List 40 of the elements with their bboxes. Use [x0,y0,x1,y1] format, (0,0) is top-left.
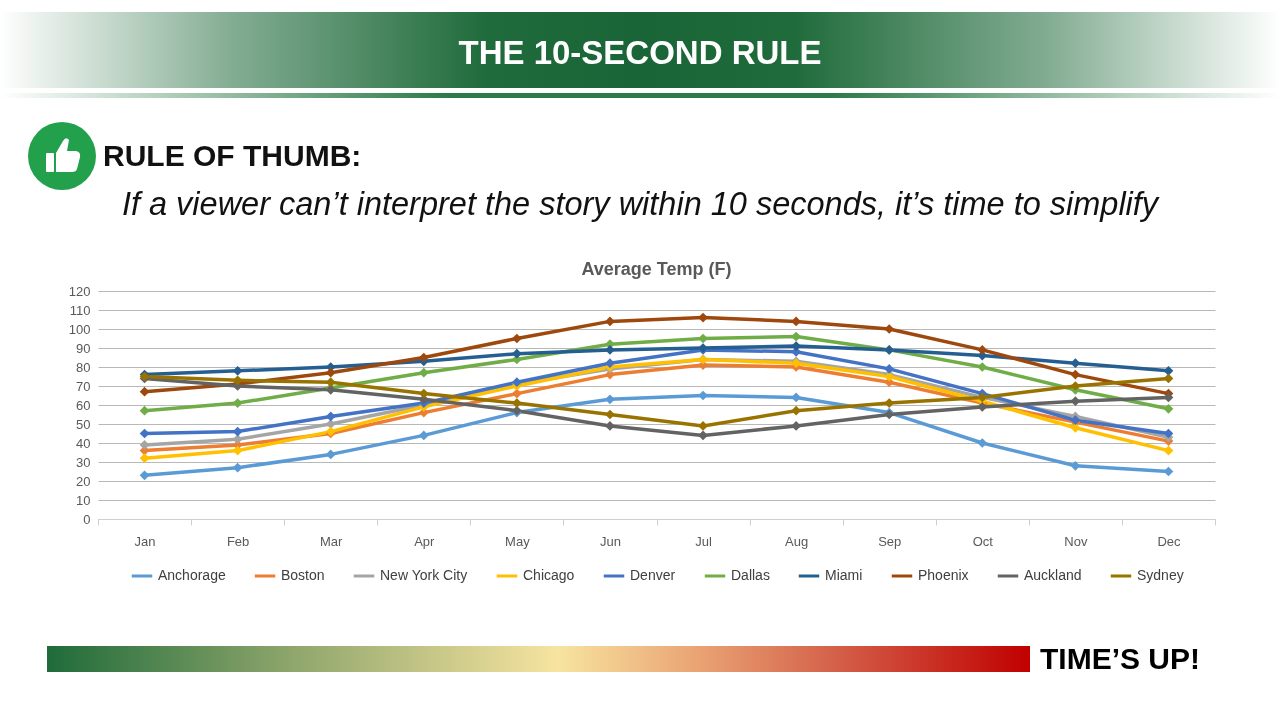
y-tick-label: 20 [76,473,91,489]
y-tick-label: 40 [76,435,91,451]
y-tick-label: 0 [83,511,91,527]
x-tick-label: Feb [226,533,250,549]
text: TIME’S UP! [1040,641,1201,677]
legend-label: Sydney [1137,567,1184,583]
legend-label: Chicago [523,567,575,583]
x-tick-label: Sep [878,533,902,549]
x-tick-label: Apr [414,533,436,549]
x-tick-label: Aug [785,533,809,549]
y-tick-label: 50 [76,416,91,432]
text: If a viewer can’t interpret the story within 10 seconds, it’s time to simplify [121,185,1159,224]
legend-label: Dallas [731,567,770,583]
text: THE 10-SECOND RULE [458,33,822,73]
legend-label: Auckland [1024,567,1082,583]
y-tick-label: 30 [76,454,91,470]
y-tick-label: 80 [76,359,91,375]
y-tick-label: 100 [68,321,91,337]
y-tick-label: 10 [76,492,91,508]
y-tick-label: 60 [76,397,91,413]
legend-label: Boston [281,567,325,583]
text: RULE OF THUMB: [103,138,362,174]
x-tick-label: Jan [134,533,156,549]
x-tick-label: Dec [1157,533,1182,549]
legend-label: Phoenix [918,567,969,583]
y-tick-label: 110 [69,302,91,318]
x-tick-label: May [505,533,531,549]
legend-label: Denver [630,567,676,583]
x-tick-label: Jun [599,533,621,549]
legend-label: New York City [380,567,468,583]
x-tick-label: Mar [320,533,344,549]
chart-title: Average Temp (F) [581,259,732,279]
x-tick-label: Nov [1064,533,1088,549]
x-tick-label: Oct [972,533,994,549]
y-tick-label: 120 [68,283,91,299]
x-tick-label: Jul [695,533,712,549]
y-tick-label: 90 [76,340,91,356]
legend-label: Anchorage [158,567,226,583]
y-tick-label: 70 [76,378,91,394]
legend-label: Miami [825,567,863,583]
